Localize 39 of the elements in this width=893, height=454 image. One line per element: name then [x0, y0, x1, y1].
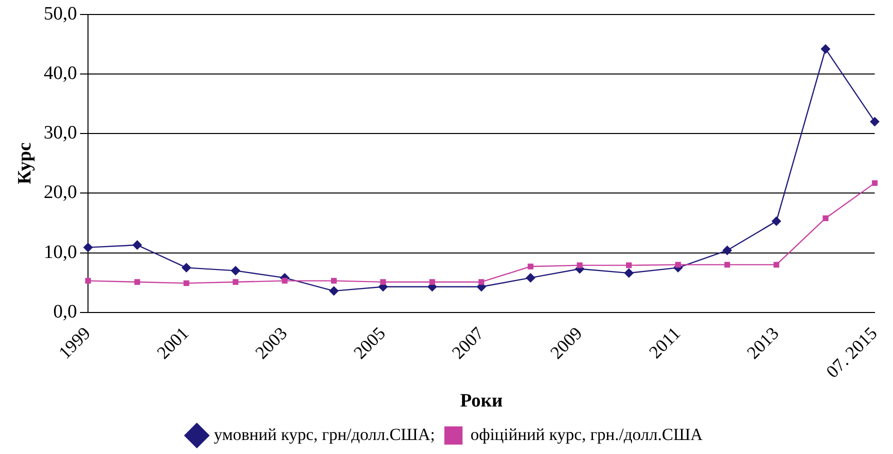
y-tick-label: 40,0	[44, 62, 78, 84]
point	[774, 262, 780, 268]
point	[429, 279, 436, 285]
point	[331, 278, 337, 284]
x-tick-label: 2011	[645, 323, 684, 362]
x-axis-title: Роки	[460, 390, 503, 412]
y-tick-label: 10,0	[44, 242, 78, 263]
point	[329, 286, 338, 296]
point	[85, 278, 91, 284]
point	[134, 279, 140, 285]
point	[528, 264, 534, 270]
y-tick-label: 30,0	[44, 122, 78, 144]
point	[675, 262, 681, 268]
point	[822, 215, 828, 222]
y-tick-label: 0,0	[53, 301, 78, 322]
point	[526, 273, 536, 282]
point	[624, 268, 634, 278]
point	[870, 117, 880, 126]
legend-label: офіційний курс, грн./долл.США	[470, 424, 704, 444]
point	[380, 279, 386, 285]
point	[184, 280, 190, 286]
point	[282, 278, 288, 284]
point	[820, 44, 830, 54]
point	[872, 180, 878, 186]
point	[722, 246, 732, 255]
point	[232, 279, 238, 285]
point	[724, 262, 730, 268]
y-tick-label: 50,0	[44, 3, 78, 24]
point	[478, 279, 484, 285]
point	[132, 240, 142, 250]
legend-label: умовний курс, грн/долл.США;	[214, 424, 435, 444]
y-axis-title: Курс	[14, 142, 36, 184]
point	[626, 262, 632, 268]
point	[230, 266, 240, 276]
point	[576, 262, 583, 268]
y-tick-label: 20,0	[44, 182, 78, 204]
point	[772, 216, 781, 226]
point	[182, 263, 191, 272]
point	[83, 242, 93, 252]
